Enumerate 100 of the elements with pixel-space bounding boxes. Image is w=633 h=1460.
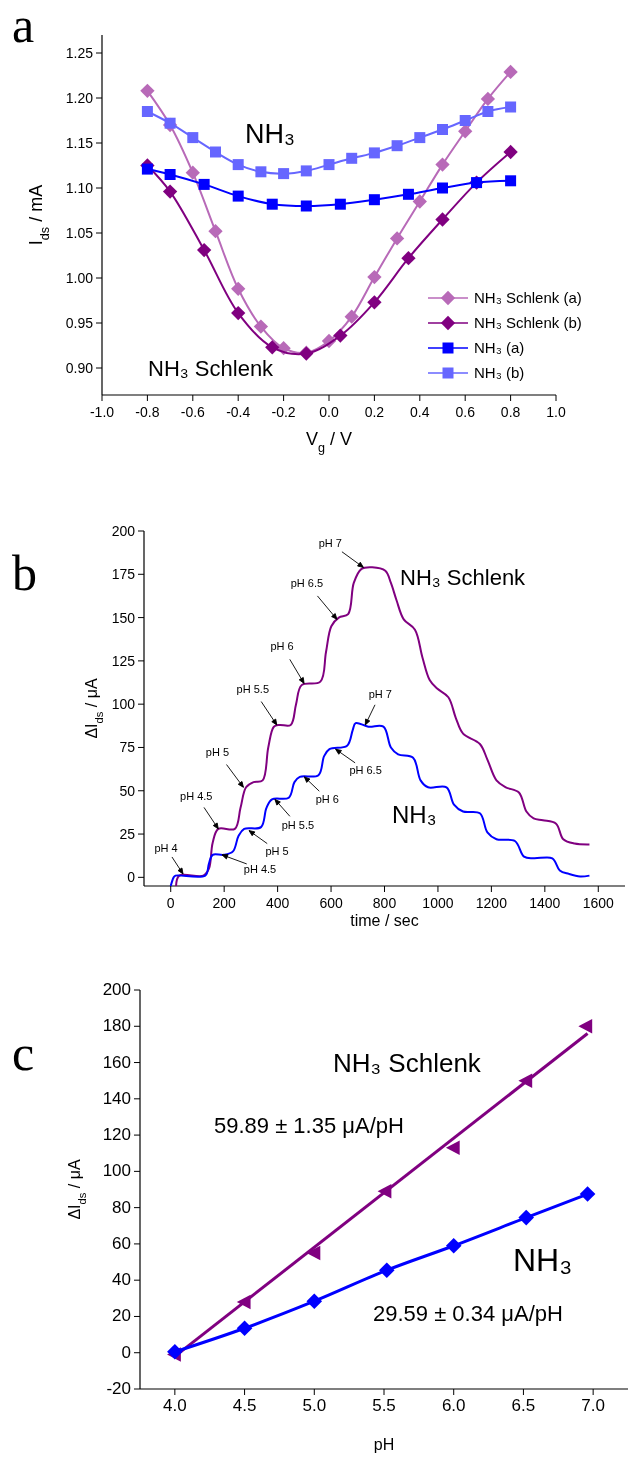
y-tick-label: -20 xyxy=(106,1379,131,1398)
x-tick-label: 400 xyxy=(265,895,290,911)
point xyxy=(503,144,518,160)
x-tick-label: 4.0 xyxy=(163,1396,187,1415)
point xyxy=(445,1140,460,1155)
point xyxy=(505,101,517,113)
point xyxy=(334,198,346,210)
y-tick-label: 80 xyxy=(112,1197,131,1217)
point xyxy=(231,281,246,296)
point xyxy=(482,106,494,117)
x-tick-label: -0.6 xyxy=(180,404,206,420)
y-tick-label: 175 xyxy=(111,566,136,583)
x-tick-label: -0.8 xyxy=(135,404,160,420)
point xyxy=(437,182,448,194)
y-tick-label: 50 xyxy=(119,782,136,799)
legend-label: NH₃ (b) xyxy=(474,364,525,381)
point xyxy=(185,165,200,180)
annotation: NH₃ xyxy=(245,119,295,149)
annotation: 29.59 ± 0.34 μA/pH xyxy=(373,1301,563,1326)
point xyxy=(306,1293,323,1310)
x-tick-label: 600 xyxy=(319,895,343,911)
y-tick-label: 0.95 xyxy=(65,315,94,331)
point xyxy=(323,159,335,171)
y-tick-label: 150 xyxy=(111,609,136,626)
x-axis-title: time / sec xyxy=(350,912,419,929)
point xyxy=(253,319,269,334)
y-tick-label: 140 xyxy=(102,1088,131,1108)
point xyxy=(412,194,427,209)
point xyxy=(402,188,414,200)
point xyxy=(367,269,382,285)
annotation: NH₃ Schlenk xyxy=(148,356,275,381)
point xyxy=(437,124,448,135)
y-tick-label: 0 xyxy=(121,1342,131,1362)
point xyxy=(232,159,244,171)
annotation: pH 5 xyxy=(205,746,230,759)
x-tick-label: 4.5 xyxy=(232,1396,257,1415)
y-tick-label: 0 xyxy=(127,869,136,886)
y-tick-label: 180 xyxy=(102,1016,131,1036)
point xyxy=(300,165,312,177)
point xyxy=(198,178,210,190)
y-tick-label: 20 xyxy=(112,1306,131,1326)
point xyxy=(278,168,290,180)
y-tick-label: 1.15 xyxy=(65,135,94,151)
x-tick-label: 0.0 xyxy=(319,404,339,420)
annotation: pH 4.5 xyxy=(243,862,277,875)
annotation: 59.89 ± 1.35 μA/pH xyxy=(214,1113,404,1138)
series-label: NH₃ xyxy=(392,801,437,828)
point xyxy=(141,106,153,117)
point xyxy=(579,1186,596,1202)
point xyxy=(435,212,450,227)
series-label: NH₃ xyxy=(513,1242,573,1278)
point xyxy=(265,340,280,355)
y-tick-label: 0.90 xyxy=(65,360,94,376)
point xyxy=(232,190,244,202)
annotation: pH 6.5 xyxy=(290,577,324,590)
annotation: pH 5.5 xyxy=(281,819,315,832)
point xyxy=(518,1209,535,1226)
point xyxy=(187,132,199,144)
point xyxy=(414,132,426,144)
point xyxy=(210,146,221,158)
annotation: pH 6 xyxy=(270,640,294,653)
x-tick-label: -0.4 xyxy=(226,404,251,420)
point xyxy=(333,328,348,343)
point xyxy=(346,152,358,164)
x-tick-label: 200 xyxy=(212,895,237,911)
annotation: pH 6 xyxy=(315,792,339,805)
point xyxy=(435,157,450,172)
x-axis-title: pH xyxy=(373,1436,395,1453)
point xyxy=(344,309,359,324)
y-tick-label: 100 xyxy=(111,696,136,713)
legend-label: NH₃ Schlenk (b) xyxy=(474,314,582,331)
point xyxy=(368,194,380,206)
point xyxy=(231,305,246,321)
legend-label: NH₃ (a) xyxy=(474,339,525,356)
annotation: pH 4.5 xyxy=(180,789,213,802)
x-tick-label: 0.6 xyxy=(455,404,476,420)
point xyxy=(208,224,223,239)
annotation: pH 7 xyxy=(368,687,392,700)
x-tick-label: -1.0 xyxy=(89,404,115,420)
point xyxy=(578,1019,593,1034)
point xyxy=(378,1262,395,1279)
point xyxy=(391,140,403,152)
point xyxy=(300,200,312,212)
x-tick-label: 0.2 xyxy=(364,404,385,420)
legend-label: NH₃ Schlenk (a) xyxy=(474,289,582,306)
x-tick-label: 1400 xyxy=(529,895,561,911)
x-tick-label: 1.0 xyxy=(546,404,566,420)
x-tick-label: 1000 xyxy=(422,895,454,911)
y-tick-label: 25 xyxy=(119,826,136,843)
point xyxy=(389,231,405,246)
x-tick-label: 5.0 xyxy=(302,1396,327,1415)
x-tick-label: 0 xyxy=(166,895,175,911)
x-tick-label: 1200 xyxy=(475,895,508,911)
chart-title: b xyxy=(12,545,37,601)
y-tick-label: 125 xyxy=(111,652,136,669)
point xyxy=(141,163,153,175)
point xyxy=(480,91,496,107)
x-tick-label: 0.4 xyxy=(410,404,430,420)
annotation: pH 7 xyxy=(318,537,343,550)
y-tick-label: 75 xyxy=(119,739,136,756)
